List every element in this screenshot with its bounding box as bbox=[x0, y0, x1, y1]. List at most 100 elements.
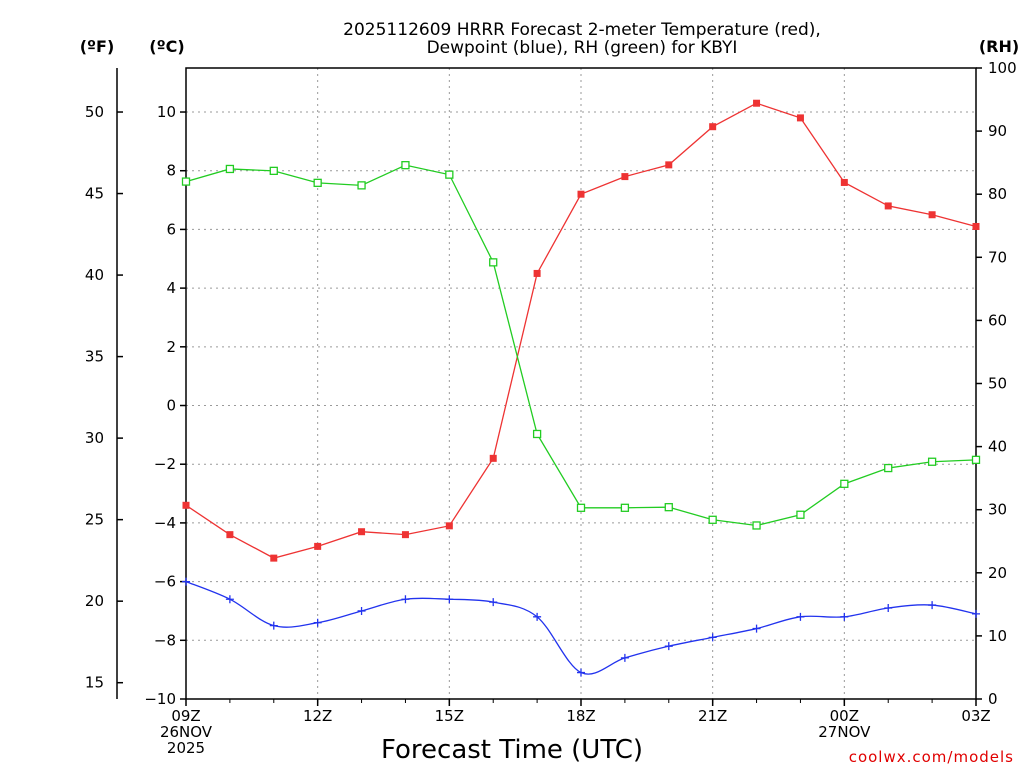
temperature-point bbox=[621, 173, 629, 181]
fahrenheit-tick-label: 35 bbox=[85, 348, 104, 366]
rh-point bbox=[927, 457, 937, 466]
rh-tick-label: 80 bbox=[988, 185, 1007, 203]
rh-tick-label: 50 bbox=[988, 375, 1007, 393]
series-layer bbox=[181, 99, 981, 677]
fahrenheit-tick-label: 40 bbox=[85, 266, 104, 284]
fahrenheit-tick-label: 20 bbox=[85, 592, 104, 610]
dewpoint-point bbox=[269, 621, 278, 630]
rh-tick-label: 30 bbox=[988, 501, 1007, 519]
time-tick-label: 27NOV bbox=[818, 723, 871, 741]
dewpoint-point bbox=[708, 633, 717, 642]
rh-point bbox=[489, 258, 498, 267]
dewpoint-point bbox=[577, 668, 585, 677]
celsius-tick-label: 0 bbox=[166, 397, 176, 415]
celsius-tick-label: 10 bbox=[157, 103, 176, 121]
rh-point bbox=[884, 463, 893, 473]
rh-point bbox=[313, 178, 322, 187]
time-tick-label: 00Z bbox=[830, 707, 859, 725]
temperature-point bbox=[445, 522, 453, 530]
time-tick-label: 26NOV bbox=[160, 723, 213, 741]
temperature-point bbox=[182, 501, 190, 509]
rh-tick-label: 20 bbox=[988, 564, 1007, 582]
dewpoint-point bbox=[225, 595, 234, 604]
rh-point bbox=[445, 170, 454, 179]
celsius-tick-label: −2 bbox=[154, 455, 176, 473]
dewpoint-point bbox=[928, 601, 937, 610]
rh-tick-label: 70 bbox=[988, 248, 1007, 266]
rh-point bbox=[620, 503, 630, 512]
celsius-unit-label: (ºC) bbox=[149, 37, 184, 56]
dewpoint-point bbox=[972, 609, 980, 618]
grid-lines bbox=[186, 68, 976, 699]
fahrenheit-unit-label: (ºF) bbox=[80, 37, 115, 56]
rh-point bbox=[840, 479, 849, 488]
time-tick-label: 09Z bbox=[171, 707, 200, 725]
rh-unit-label: (RH) bbox=[979, 37, 1019, 56]
rh-point bbox=[752, 521, 761, 530]
temperature-point bbox=[928, 211, 936, 219]
fahrenheit-axis: 50 45 40 35 30 25 20 15 bbox=[85, 103, 123, 692]
rh-point bbox=[269, 166, 278, 176]
celsius-tick-label: −8 bbox=[154, 631, 176, 649]
chart-title-line-2: Dewpoint (blue), RH (green) for KBYI bbox=[427, 38, 738, 58]
fahrenheit-tick-label: 45 bbox=[85, 185, 104, 203]
rh-tick-label: 0 bbox=[988, 690, 998, 708]
temperature-point bbox=[884, 202, 892, 210]
temperature-point bbox=[489, 454, 497, 462]
rh-point bbox=[225, 164, 235, 174]
rh-tick-label: 10 bbox=[988, 627, 1007, 645]
celsius-axis: 10 8 6 4 2 0 −2 −4 −6 −8 −10 bbox=[144, 103, 186, 708]
time-tick-label: 12Z bbox=[303, 707, 332, 725]
rh-point bbox=[401, 161, 410, 170]
rh-point bbox=[664, 503, 673, 512]
temperature-point bbox=[533, 269, 541, 277]
celsius-tick-label: 2 bbox=[166, 338, 176, 356]
temperature-point bbox=[709, 123, 717, 131]
temperature-point bbox=[226, 531, 234, 539]
dewpoint-point bbox=[401, 595, 410, 604]
fahrenheit-tick-label: 25 bbox=[85, 511, 104, 529]
chart-title-line-1: 2025112609 HRRR Forecast 2-meter Tempera… bbox=[343, 20, 821, 40]
rh-point bbox=[708, 515, 717, 524]
rh-tick-label: 100 bbox=[988, 59, 1017, 77]
dewpoint-point bbox=[620, 653, 629, 662]
dewpoint-point bbox=[533, 612, 542, 621]
rh-tick-label: 90 bbox=[988, 122, 1007, 140]
celsius-tick-label: −10 bbox=[144, 690, 176, 708]
dewpoint-point bbox=[664, 642, 673, 651]
dewpoint-point bbox=[182, 577, 190, 586]
temperature-point bbox=[796, 114, 804, 122]
dewpoint-point bbox=[357, 606, 366, 615]
fahrenheit-tick-label: 15 bbox=[85, 674, 104, 692]
temperature-point bbox=[665, 161, 673, 169]
time-tick-label: 15Z bbox=[435, 707, 464, 725]
celsius-tick-label: −6 bbox=[154, 573, 176, 591]
dewpoint-point bbox=[796, 612, 805, 621]
dewpoint-point bbox=[445, 595, 454, 604]
celsius-tick-label: −4 bbox=[154, 514, 176, 532]
temperature-point bbox=[840, 178, 848, 186]
x-axis-title: Forecast Time (UTC) bbox=[381, 735, 643, 765]
dewpoint-point bbox=[884, 604, 893, 613]
temperature-point bbox=[401, 531, 409, 539]
series-2 bbox=[182, 577, 980, 677]
rh-point bbox=[576, 503, 586, 512]
dewpoint-point bbox=[840, 612, 849, 621]
credit-label: coolwx.com/models bbox=[849, 748, 1014, 766]
fahrenheit-tick-label: 50 bbox=[85, 103, 104, 121]
rh-point bbox=[181, 177, 191, 186]
rh-tick-label: 40 bbox=[988, 438, 1007, 456]
time-tick-label: 03Z bbox=[961, 707, 990, 725]
temperature-point bbox=[577, 190, 585, 198]
dewpoint-point bbox=[752, 624, 761, 633]
series-3 bbox=[181, 161, 981, 530]
rh-point bbox=[971, 455, 981, 465]
temperature-point bbox=[270, 554, 278, 562]
celsius-tick-label: 6 bbox=[166, 220, 176, 238]
series-1 bbox=[182, 99, 980, 562]
fahrenheit-tick-label: 30 bbox=[85, 429, 104, 447]
temperature-point bbox=[753, 99, 761, 107]
